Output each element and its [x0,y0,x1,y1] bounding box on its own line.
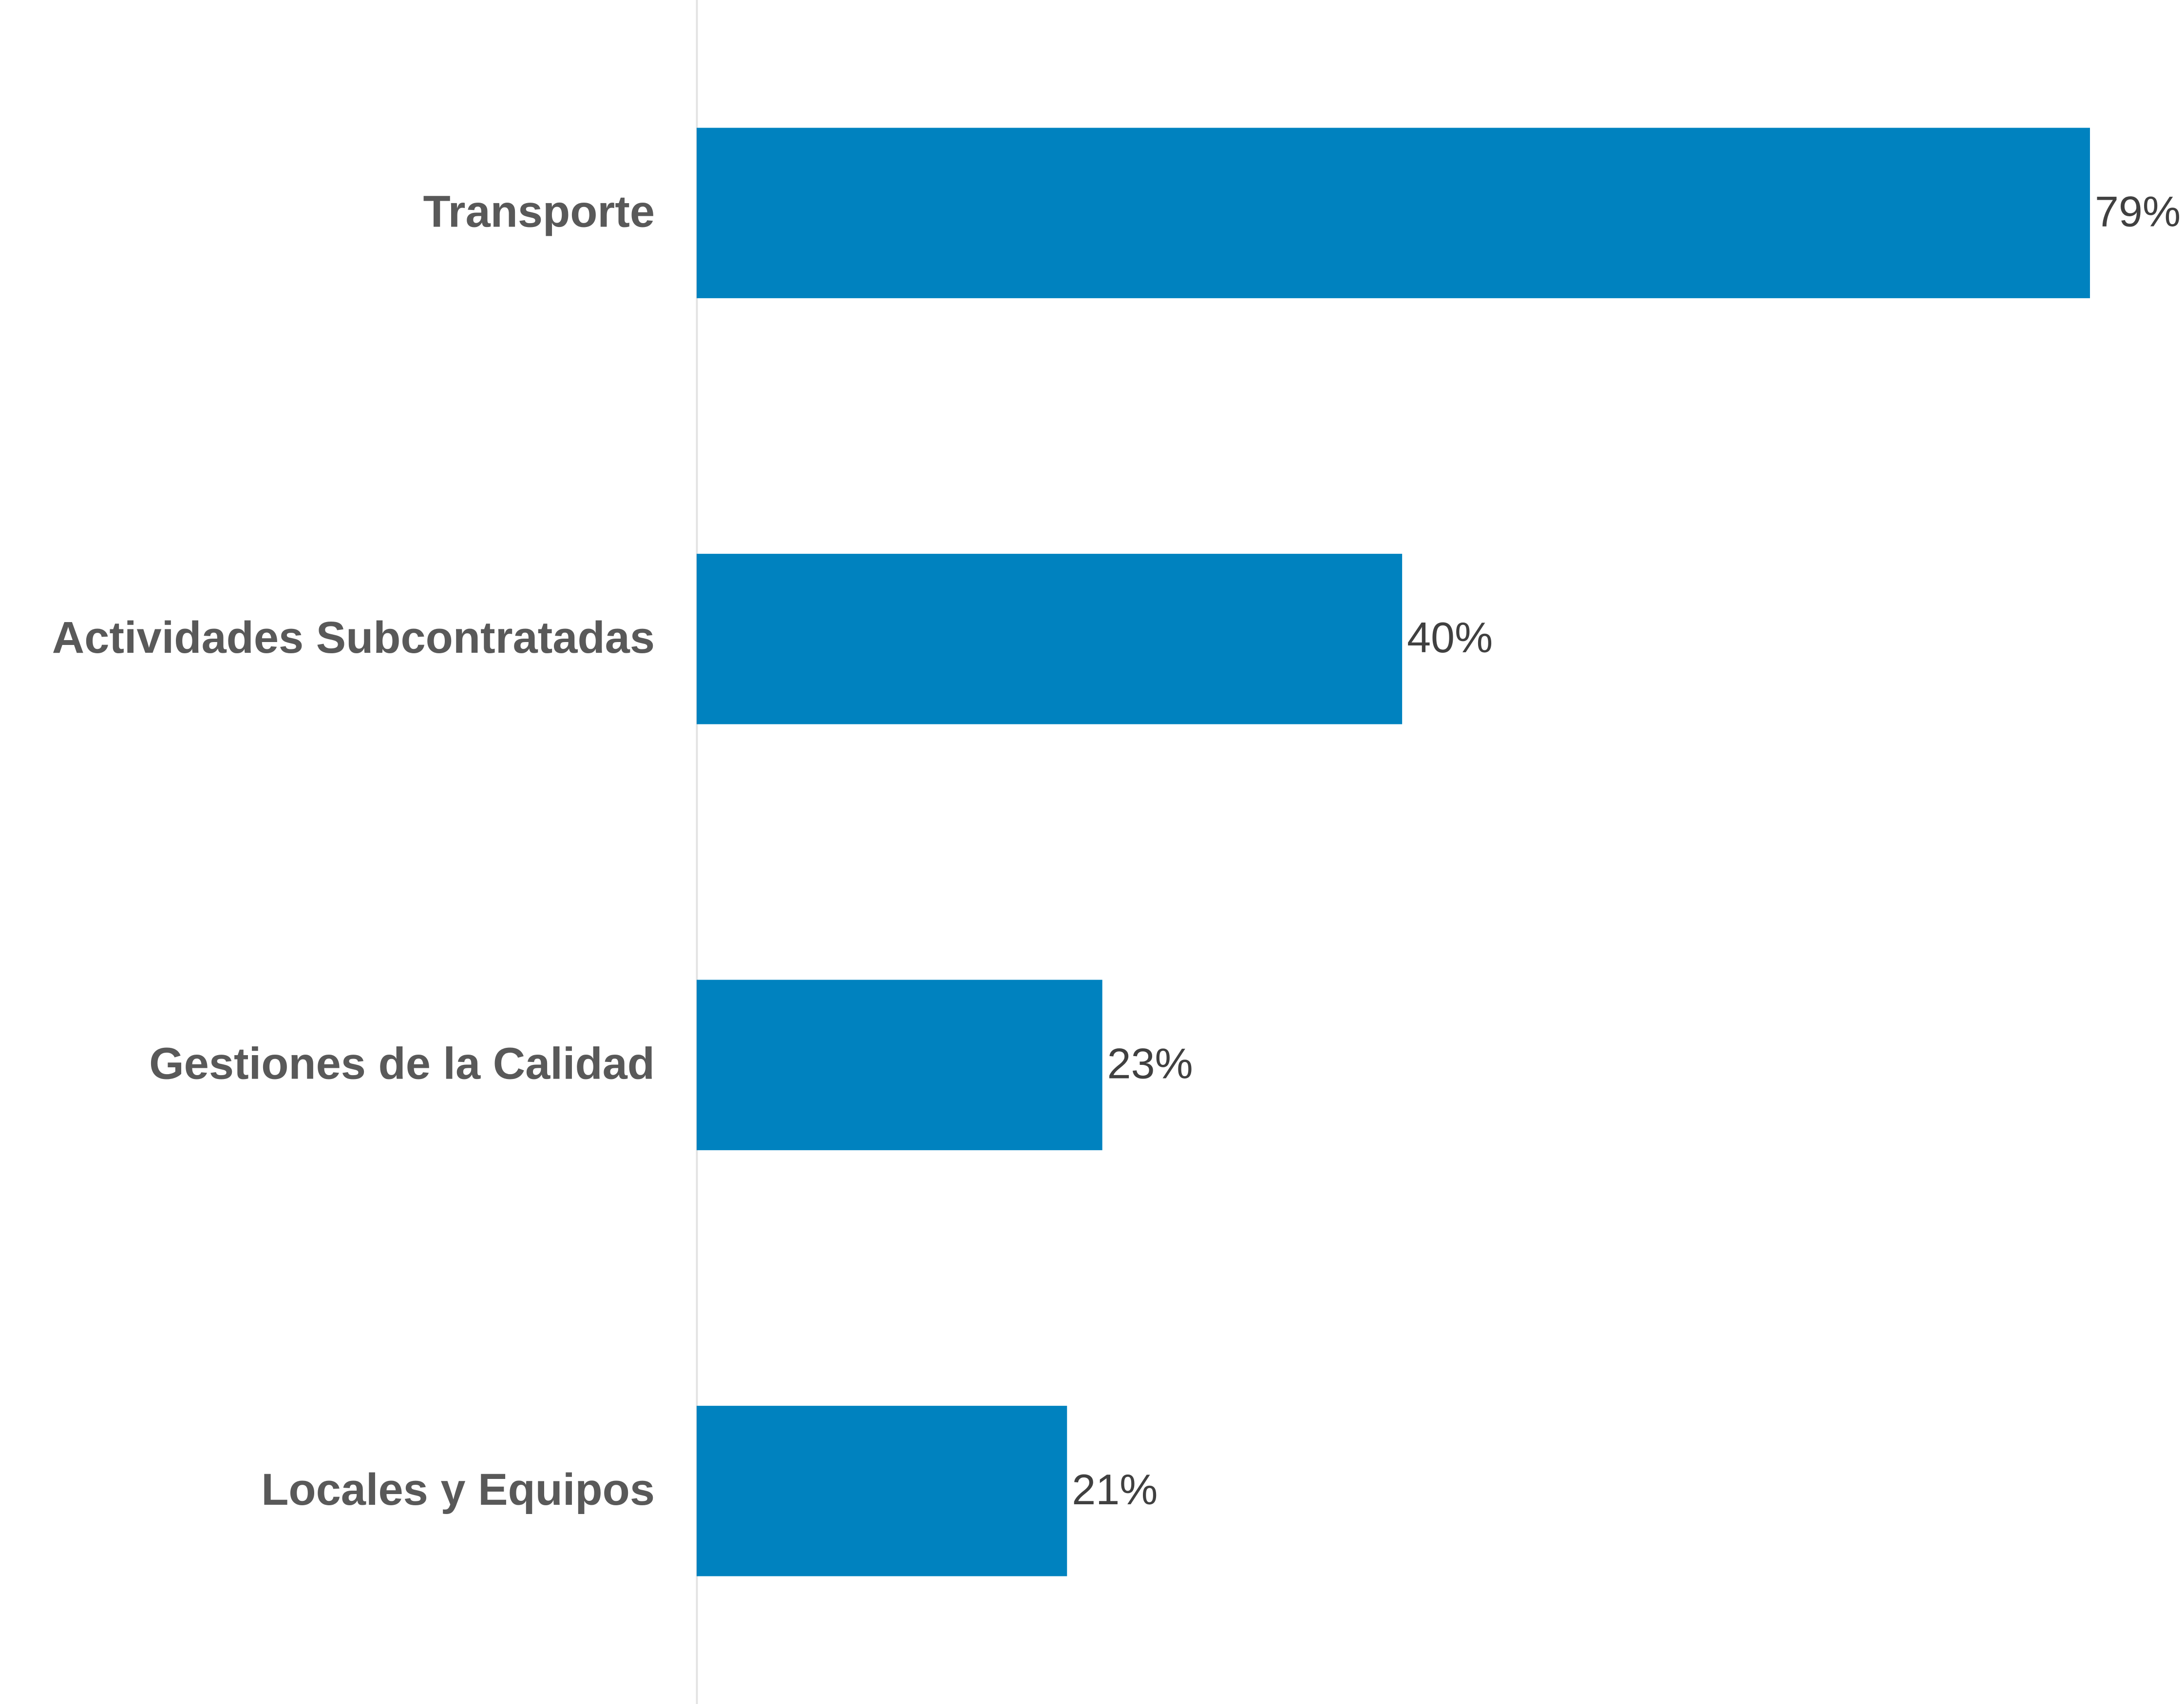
value-label: 21% [1072,1465,1158,1514]
value-label: 79% [2095,188,2181,236]
bar [697,553,1403,724]
value-label: 23% [1107,1040,1193,1088]
category-label: Gestiones de la Calidad [149,1039,655,1089]
bar [697,128,2090,299]
bar [697,1405,1067,1576]
category-label: Transporte [423,187,655,237]
value-label: 40% [1407,613,1493,662]
category-label: Locales y Equipos [261,1465,655,1515]
bar [697,980,1102,1151]
category-label: Actividades Subcontratadas [52,613,655,663]
